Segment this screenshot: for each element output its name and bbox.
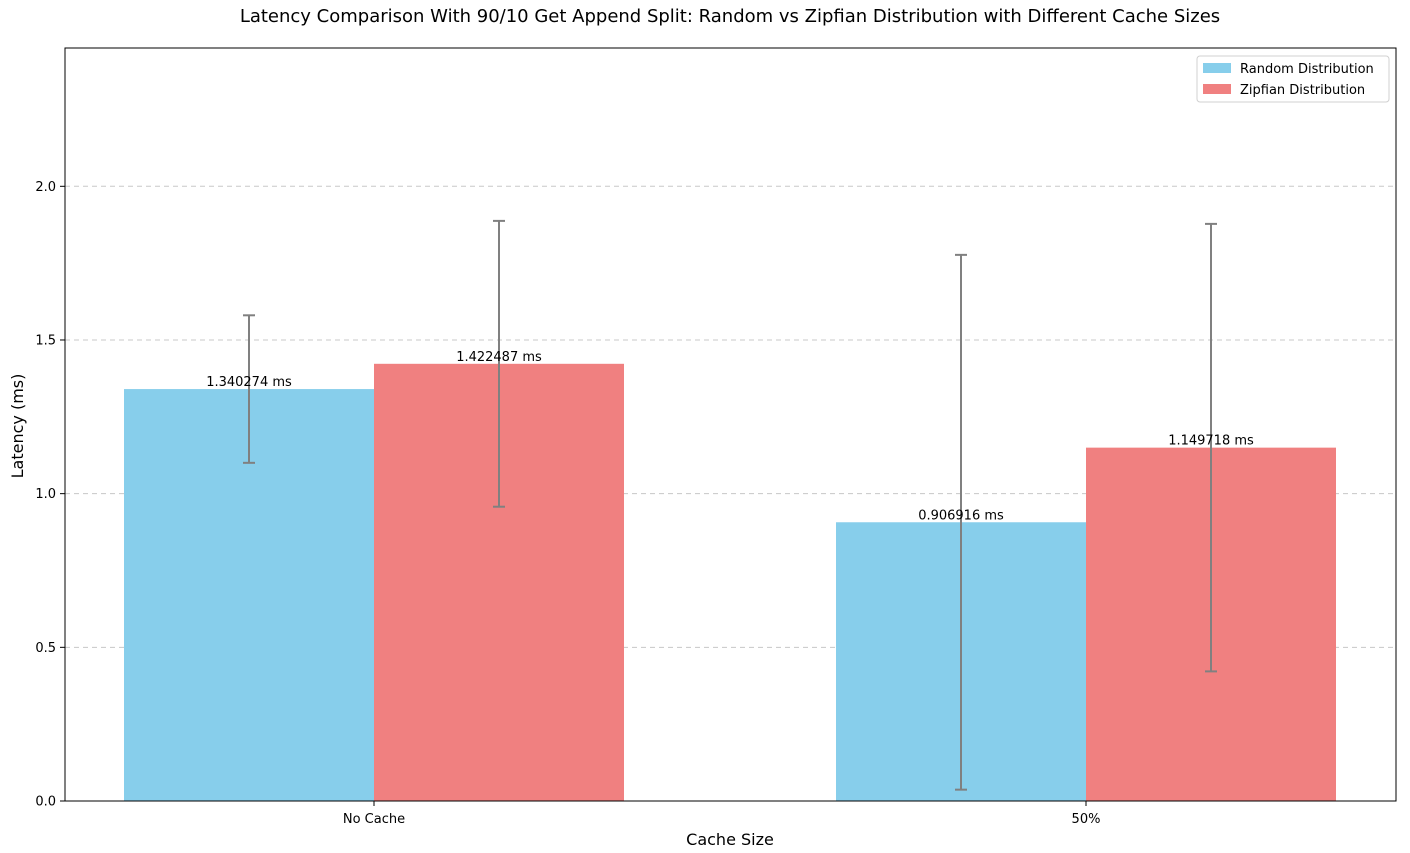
plot-frame [64,47,1397,802]
y-tick-label: 2.0 [35,180,56,195]
bar-value-label: 1.422487 ms [456,350,542,365]
y-axis-label: Latency (ms) [8,374,27,479]
y-tick-label: 1.5 [35,333,56,348]
x-tick-label: 50% [1072,812,1101,827]
x-tick-label: No Cache [343,812,405,827]
bar-value-label: 1.149718 ms [1168,434,1254,449]
legend-box [1196,55,1390,103]
legend: Random Distribution Zipfian Distribution [1196,55,1390,103]
bar-value-label: 1.340274 ms [206,375,292,390]
chart-title: Latency Comparison With 90/10 Get Append… [240,6,1220,27]
legend-label: Zipfian Distribution [1240,83,1365,98]
x-axis-ticks: No Cache 50% [343,801,1101,827]
y-axis-ticks: 0.0 0.5 1.0 1.5 2.0 [35,180,65,810]
legend-swatch [1203,63,1231,73]
y-tick-label: 0.0 [35,795,56,810]
bars [124,363,1336,801]
bar-value-label: 0.906916 ms [918,508,1004,523]
y-tick-label: 0.5 [35,641,56,656]
x-axis-label: Cache Size [686,830,774,849]
legend-swatch [1203,84,1231,94]
legend-label: Random Distribution [1240,62,1374,77]
error-bars [243,219,1217,791]
y-tick-label: 1.0 [35,487,56,502]
bar-value-labels: 1.340274 ms 1.422487 ms 0.906916 ms 1.14971… [206,350,1254,523]
